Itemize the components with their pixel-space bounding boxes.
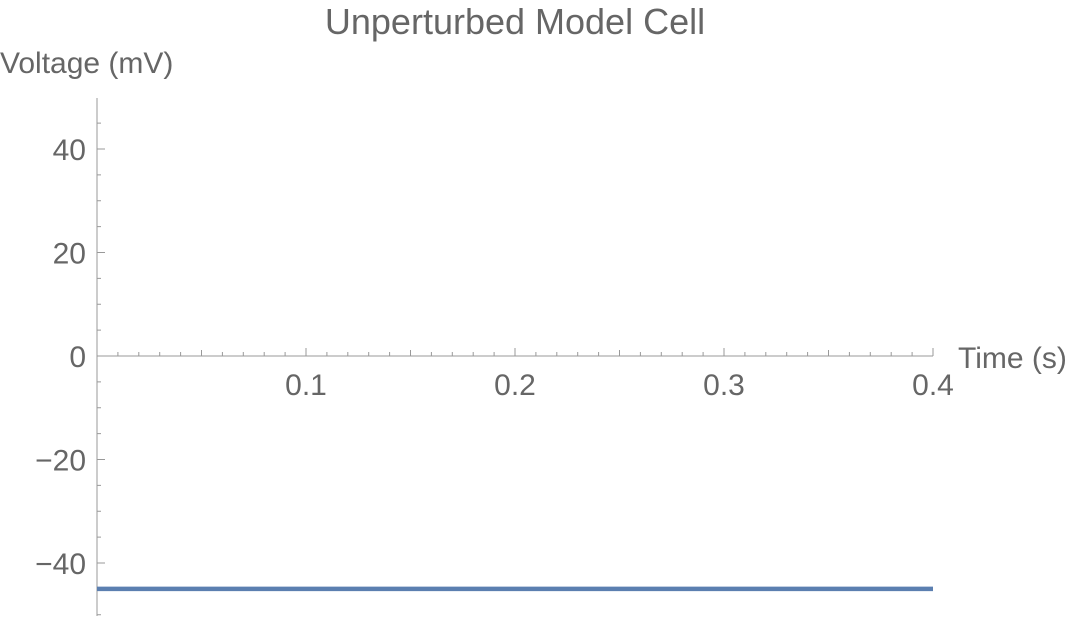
- y-tick-label: 20: [53, 238, 86, 271]
- x-tick-label: 0.2: [494, 369, 536, 402]
- chart-title: Unperturbed Model Cell: [325, 1, 705, 42]
- axes: [96, 98, 933, 616]
- x-tick-label: 0.3: [703, 369, 745, 402]
- x-tick-label: 0.1: [285, 369, 327, 402]
- tick-marks: [97, 122, 934, 616]
- y-tick-label: −40: [35, 548, 86, 581]
- x-axis-label: Time (s): [958, 342, 1067, 375]
- y-axis-label: Voltage (mV): [0, 47, 173, 80]
- tick-labels: −40 −20 0 20 40 0.1 0.2 0.3 0.4: [35, 134, 954, 581]
- y-tick-label: 0: [69, 341, 86, 374]
- y-tick-label: −20: [35, 445, 86, 478]
- y-tick-label: 40: [53, 134, 86, 167]
- x-tick-label: 0.4: [912, 369, 954, 402]
